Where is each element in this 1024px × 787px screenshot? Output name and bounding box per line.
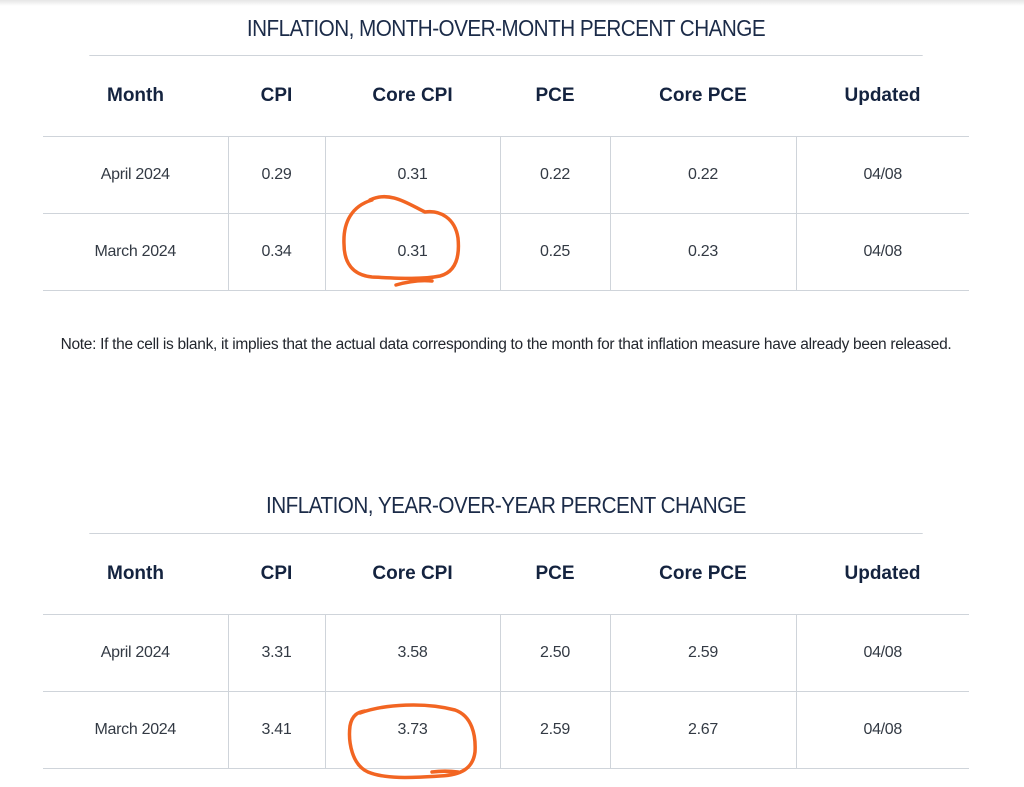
mom-table: Month CPI Core CPI PCE Core PCE Updated …	[43, 56, 969, 291]
pce-cell: 2.50	[499, 614, 610, 692]
core-pce-cell: 0.22	[609, 136, 796, 214]
core-cpi-cell: 0.31	[324, 213, 500, 291]
month-cell: March 2024	[43, 213, 228, 291]
cpi-cell: 0.29	[227, 136, 325, 214]
updated-cell: 04/08	[795, 213, 969, 291]
yoy-header-pce: PCE	[500, 534, 610, 615]
updated-cell: 04/08	[795, 691, 969, 769]
blank-cell-note: Note: If the cell is blank, it implies t…	[60, 335, 952, 353]
core-cpi-cell: 3.58	[324, 614, 500, 692]
mom-header-month: Month	[43, 56, 228, 137]
pce-cell: 2.59	[499, 691, 610, 769]
yoy-header-core-cpi: Core CPI	[325, 534, 500, 615]
mom-header-core-cpi: Core CPI	[325, 56, 500, 137]
table-row: March 2024 3.41 3.73 2.59 2.67 04/08	[43, 691, 969, 769]
table-row: April 2024 0.29 0.31 0.22 0.22 04/08	[43, 136, 969, 214]
core-pce-cell: 0.23	[609, 213, 796, 291]
mom-header-row: Month CPI Core CPI PCE Core PCE Updated	[43, 56, 969, 137]
month-cell: April 2024	[43, 136, 228, 214]
mom-header-core-pce: Core PCE	[610, 56, 796, 137]
yoy-header-cpi: CPI	[228, 534, 325, 615]
mom-header-pce: PCE	[500, 56, 610, 137]
yoy-table: Month CPI Core CPI PCE Core PCE Updated …	[43, 534, 969, 769]
cpi-cell: 3.41	[227, 691, 325, 769]
updated-cell: 04/08	[795, 614, 969, 692]
cpi-cell: 0.34	[227, 213, 325, 291]
month-cell: April 2024	[43, 614, 228, 692]
cpi-cell: 3.31	[227, 614, 325, 692]
yoy-section: INFLATION, YEAR-OVER-YEAR PERCENT CHANGE…	[43, 477, 969, 769]
mom-header-updated: Updated	[796, 56, 969, 137]
core-cpi-cell: 3.73	[324, 691, 500, 769]
pce-cell: 0.25	[499, 213, 610, 291]
updated-cell: 04/08	[795, 136, 969, 214]
month-cell: March 2024	[43, 691, 228, 769]
page-top-shadow	[0, 0, 1024, 6]
core-pce-cell: 2.67	[609, 691, 796, 769]
yoy-header-updated: Updated	[796, 534, 969, 615]
core-pce-cell: 2.59	[609, 614, 796, 692]
yoy-title: INFLATION, YEAR-OVER-YEAR PERCENT CHANGE	[89, 477, 923, 534]
yoy-header-month: Month	[43, 534, 228, 615]
core-cpi-cell: 0.31	[324, 136, 500, 214]
yoy-header-row: Month CPI Core CPI PCE Core PCE Updated	[43, 534, 969, 615]
yoy-header-core-pce: Core PCE	[610, 534, 796, 615]
table-row: April 2024 3.31 3.58 2.50 2.59 04/08	[43, 614, 969, 692]
table-row: March 2024 0.34 0.31 0.25 0.23 04/08	[43, 213, 969, 291]
mom-header-cpi: CPI	[228, 56, 325, 137]
mom-title: INFLATION, MONTH-OVER-MONTH PERCENT CHAN…	[89, 0, 923, 56]
mom-section: INFLATION, MONTH-OVER-MONTH PERCENT CHAN…	[43, 0, 969, 291]
pce-cell: 0.22	[499, 136, 610, 214]
